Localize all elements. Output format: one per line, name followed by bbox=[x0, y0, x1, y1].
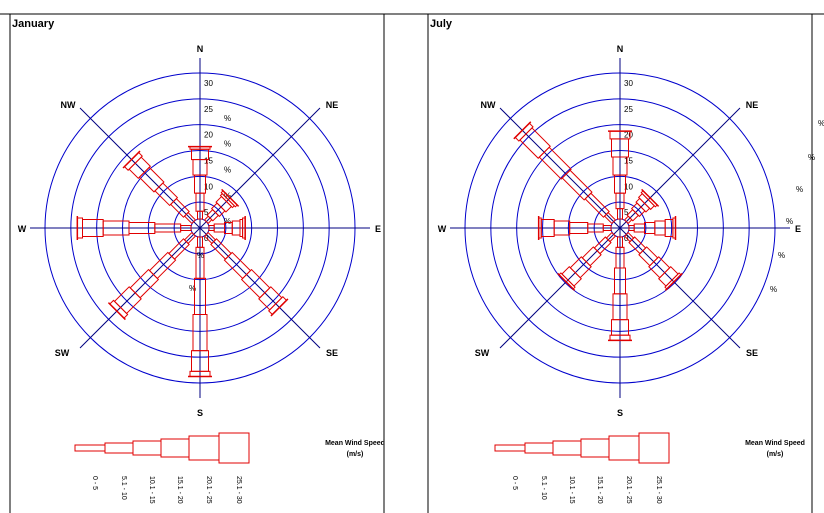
legend-bin-label: 10.1 - 15 bbox=[148, 476, 155, 504]
stray-percent-labels: %%%%%% bbox=[770, 119, 824, 294]
ring-tick-label: 30 bbox=[204, 79, 213, 88]
legend-bin-box bbox=[609, 436, 639, 460]
legend-title: Mean Wind Speed bbox=[745, 440, 805, 447]
ring-percent-label: % bbox=[197, 251, 204, 260]
legend-title-units: (m/s) bbox=[767, 451, 784, 458]
direction-label: NE bbox=[326, 100, 339, 110]
direction-label: E bbox=[375, 224, 381, 234]
stray-percent-label: % bbox=[818, 119, 824, 128]
legend-bin-label: 0 - 5 bbox=[91, 476, 98, 490]
ring-percent-label: % bbox=[224, 217, 231, 226]
stray-percent-label: % bbox=[770, 285, 777, 294]
legend-title: Mean Wind Speed bbox=[325, 440, 385, 447]
direction-label: S bbox=[617, 408, 623, 418]
ring-tick-label: 20 bbox=[204, 131, 213, 140]
legend-bin-label: 10.1 - 15 bbox=[568, 476, 575, 504]
stray-percent-label: % bbox=[796, 185, 803, 194]
legend-bin-label: 5.1 - 10 bbox=[120, 476, 127, 500]
ring-tick-label: 30 bbox=[624, 79, 633, 88]
legend-bin-box bbox=[75, 445, 105, 451]
direction-label: SE bbox=[746, 348, 758, 358]
legend-title-units: (m/s) bbox=[347, 451, 364, 458]
ring-tick-label: 20 bbox=[624, 131, 633, 140]
legend-bin-box bbox=[553, 441, 581, 455]
ring-percent-label: % bbox=[189, 284, 196, 293]
legend-bin-box bbox=[133, 441, 161, 455]
ring-percent-label: % bbox=[224, 166, 231, 175]
wind-rose-panel: January05%10%15%20%25%30%%NNEESESSWWNW0 … bbox=[0, 14, 824, 513]
panel-title: January bbox=[12, 18, 55, 30]
stray-percent-label: % bbox=[808, 153, 815, 162]
ring-tick-label: 25 bbox=[204, 105, 213, 114]
stray-percent-label: % bbox=[778, 251, 785, 260]
panel-title: July bbox=[430, 18, 453, 30]
direction-label: S bbox=[197, 408, 203, 418]
ring-percent-label: % bbox=[224, 114, 231, 123]
legend-bin-box bbox=[639, 433, 669, 463]
legend-bin-label: 5.1 - 10 bbox=[540, 476, 547, 500]
ring-percent-label: % bbox=[224, 140, 231, 149]
legend-bin-label: 0 - 5 bbox=[511, 476, 518, 490]
legend-bin-label: 15.1 - 20 bbox=[176, 476, 183, 504]
legend-bin-box bbox=[161, 439, 189, 457]
direction-label: SW bbox=[475, 348, 490, 358]
direction-label: E bbox=[795, 224, 801, 234]
legend-bin-box bbox=[525, 443, 553, 453]
legend-bin-label: 20.1 - 25 bbox=[205, 476, 212, 504]
legend-bin-box bbox=[105, 443, 133, 453]
direction-label: N bbox=[617, 44, 624, 54]
legend-bin-box bbox=[495, 445, 525, 451]
legend-bin-label: 15.1 - 20 bbox=[596, 476, 603, 504]
direction-label: W bbox=[18, 224, 27, 234]
ring-tick-label: 25 bbox=[624, 105, 633, 114]
direction-label: NW bbox=[481, 100, 496, 110]
direction-label: W bbox=[438, 224, 447, 234]
legend-bin-label: 25.1 - 30 bbox=[655, 476, 662, 504]
legend-bin-box bbox=[189, 436, 219, 460]
legend-bin-box bbox=[581, 439, 609, 457]
ring-tick-label: 15 bbox=[624, 157, 633, 166]
direction-label: NE bbox=[746, 100, 759, 110]
direction-label: N bbox=[197, 44, 204, 54]
direction-label: SE bbox=[326, 348, 338, 358]
stray-percent-label: % bbox=[786, 217, 793, 226]
legend-bin-box bbox=[219, 433, 249, 463]
direction-label: NW bbox=[61, 100, 76, 110]
legend-bin-label: 20.1 - 25 bbox=[625, 476, 632, 504]
legend-bin-label: 25.1 - 30 bbox=[235, 476, 242, 504]
direction-label: SW bbox=[55, 348, 70, 358]
